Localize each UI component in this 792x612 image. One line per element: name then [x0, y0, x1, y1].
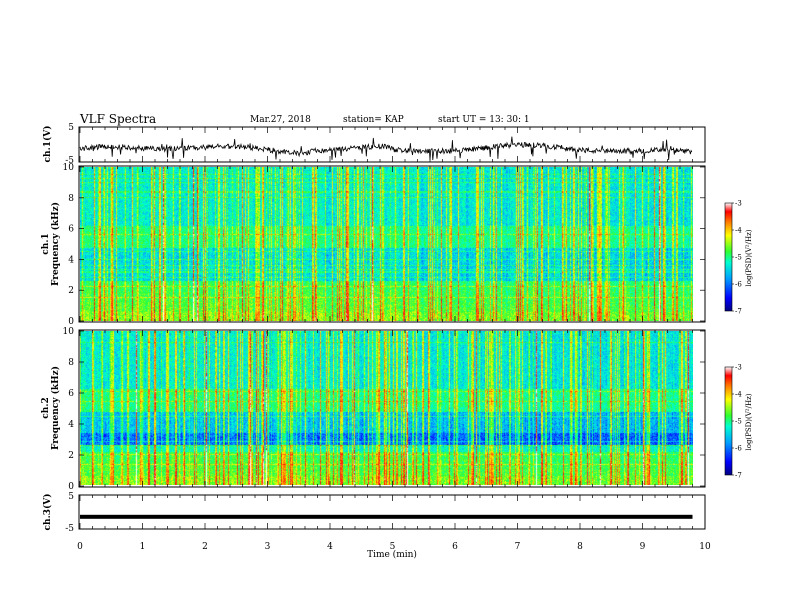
- time-tick-label: 5: [390, 542, 396, 552]
- time-tick-label: 2: [202, 542, 208, 552]
- time-tick-label: 4: [327, 542, 333, 552]
- ch1-waveform-line: [79, 136, 693, 161]
- frequency-tick-label: 6: [68, 389, 74, 399]
- colorbar-tick-label: -4: [735, 391, 742, 399]
- time-axis-label: Time (min): [367, 549, 417, 560]
- ch1-spectrogram-yticks: 0 2 4 6 8 10: [63, 163, 705, 327]
- frequency-tick-label: 0: [68, 317, 74, 327]
- ch3-waveform-frame: [78, 494, 706, 530]
- frequency-tick-label: 2: [68, 451, 74, 461]
- figure-title: VLF Spectra: [79, 112, 156, 126]
- ch1-spectrogram-image-wrap: [80, 167, 693, 321]
- ch2-spectrogram-image-wrap: [80, 331, 693, 485]
- time-tick-label: 6: [452, 542, 458, 552]
- ch3-waveform-panel: 5 -5 ch.3(V): [42, 492, 706, 534]
- colorbar-tick-label: -5: [735, 418, 742, 426]
- ch1-spectrogram-panel: 0 2 4 6 8 10 ch.1 Frequency (kHz): [41, 163, 706, 327]
- ch2-colorbar-label: log(PSD)(V²/Hz): [745, 393, 753, 450]
- ch3-ytick-bottom: -5: [65, 524, 74, 534]
- frequency-tick-label: 6: [68, 225, 74, 235]
- frequency-tick-label: 0: [68, 482, 74, 492]
- ch3-waveform-ylabel: ch.3(V): [42, 494, 53, 531]
- ch1-waveform-xticks: [79, 127, 706, 162]
- colorbar-tick-label: -7: [735, 472, 742, 480]
- frequency-tick-label: 10: [63, 327, 75, 337]
- ch1-spectrogram-ylabel-frequency: Frequency (kHz): [50, 202, 61, 286]
- ch1-colorbar-ticks: -3 -4 -5 -6 -7: [732, 200, 742, 316]
- ch1-ytick-top: 5: [68, 123, 74, 133]
- ch1-spectrogram-xticks: [79, 166, 706, 322]
- frequency-tick-label: 2: [68, 286, 74, 296]
- ch2-spectrogram-ylabel-frequency: Frequency (kHz): [50, 366, 61, 450]
- frequency-tick-label: 8: [68, 194, 74, 204]
- frequency-tick-label: 8: [68, 358, 74, 368]
- ch1-colorbar-gradient: [724, 202, 733, 312]
- ch2-spectrogram-image: [80, 331, 693, 485]
- frequency-tick-label: 4: [68, 255, 74, 265]
- colorbar-tick-label: -5: [735, 254, 742, 262]
- ch1-colorbar: -3 -4 -5 -6 -7 log(PSD)(V²/Hz): [724, 200, 753, 316]
- time-tick-label: 0: [77, 542, 83, 552]
- colorbar-tick-label: -6: [735, 281, 742, 289]
- header-station: station= KAP: [343, 115, 404, 125]
- ch2-spectrogram-xticks: [79, 330, 706, 487]
- colorbar-tick-label: -3: [735, 200, 742, 208]
- ch3-waveform-line: [80, 514, 693, 519]
- ch2-colorbar-ticks: -3 -4 -5 -6 -7: [732, 364, 742, 480]
- frequency-tick-label: 4: [68, 420, 74, 430]
- time-tick-label: 1: [140, 542, 146, 552]
- time-tick-label: 9: [640, 542, 646, 552]
- time-tick-label: 3: [265, 542, 271, 552]
- ch1-colorbar-label: log(PSD)(V²/Hz): [745, 229, 753, 286]
- colorbar-tick-label: -7: [735, 308, 742, 316]
- ch3-waveform-xticks: [79, 495, 706, 529]
- header-date: Mar.27, 2018: [250, 115, 311, 125]
- time-tick-label: 7: [515, 542, 521, 552]
- colorbar-tick-label: -6: [735, 445, 742, 453]
- ch2-spectrogram-ylabel-channel: ch.2: [41, 397, 51, 418]
- ch1-waveform-panel: 5 -5 ch.1(V): [42, 123, 706, 166]
- ch1-spectrogram-frame: [78, 165, 706, 323]
- ch2-spectrogram-panel: 0 2 4 6 8 10 ch.2 Frequency (kHz): [41, 327, 706, 492]
- colorbar-tick-label: -4: [735, 227, 742, 235]
- ch1-waveform-ylabel: ch.1(V): [42, 126, 53, 163]
- ch2-spectrogram-yticks: 0 2 4 6 8 10: [63, 327, 705, 492]
- ch1-spectrogram-image: [80, 167, 693, 321]
- header-start-ut: start UT = 13: 30: 1: [438, 115, 530, 125]
- ch1-spectrogram-ylabel-channel: ch.1: [41, 233, 51, 254]
- ch3-ytick-top: 5: [68, 492, 74, 502]
- time-axis-tick-labels: 0 1 2 3 4 5 6 7 8 9 10: [77, 542, 711, 552]
- ch2-colorbar-gradient: [724, 366, 733, 476]
- time-tick-label: 8: [577, 542, 583, 552]
- frequency-tick-label: 10: [63, 163, 75, 173]
- ch2-colorbar: -3 -4 -5 -6 -7 log(PSD)(V²/Hz): [724, 364, 753, 480]
- ch1-ytick-bottom: -5: [65, 156, 74, 166]
- time-tick-label: 10: [699, 542, 711, 552]
- colorbar-tick-label: -3: [735, 364, 742, 372]
- ch2-spectrogram-frame: [78, 329, 706, 488]
